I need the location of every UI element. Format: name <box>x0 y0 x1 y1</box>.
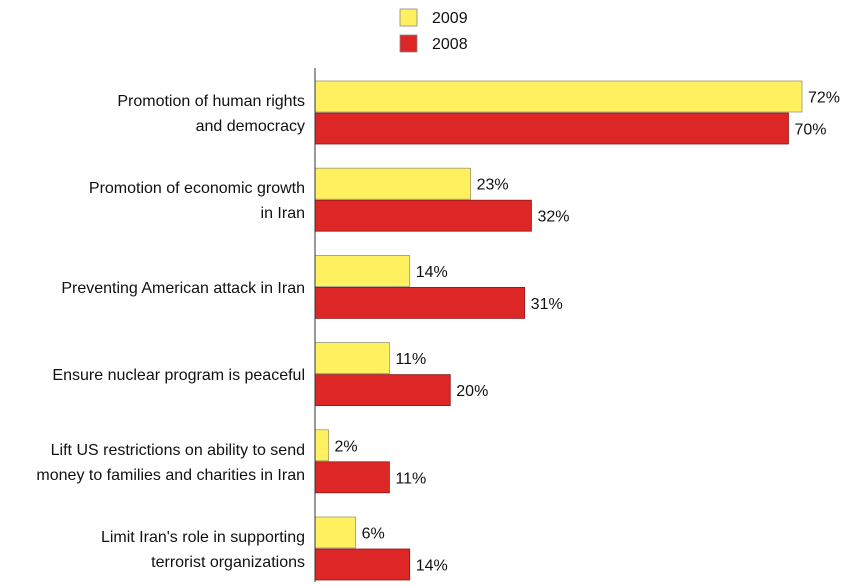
bar-2008 <box>314 286 526 319</box>
value-label-2008: 11% <box>395 470 426 487</box>
bar-2008 <box>314 548 411 581</box>
bar-2008 <box>314 374 451 407</box>
value-label-2009: 14% <box>416 264 448 281</box>
value-label-2008: 20% <box>456 383 488 400</box>
legend-label-2008: 2008 <box>432 36 468 53</box>
category-label: Promotion of economic growth in Iran <box>89 180 305 222</box>
value-label-2009: 72% <box>808 90 840 107</box>
bar-2009 <box>314 516 356 549</box>
legend-swatch-2008 <box>399 34 418 53</box>
legend-swatch-2009 <box>399 8 418 27</box>
legend: 2009 2008 <box>399 8 468 53</box>
bar-2008 <box>314 461 390 494</box>
category-label: Lift US restrictions on ability to send m… <box>36 442 305 484</box>
bars-layer <box>314 80 803 581</box>
bar-2009 <box>314 167 471 200</box>
bar-2009 <box>314 80 803 113</box>
category-label: Ensure nuclear program is peaceful <box>52 367 305 384</box>
bar-2009 <box>314 342 390 375</box>
value-label-2008: 14% <box>416 558 448 575</box>
bar-2008 <box>314 199 532 232</box>
category-labels: Promotion of human rights and democracy Pr… <box>36 93 305 571</box>
value-label-2009: 11% <box>395 351 426 368</box>
bar-2008 <box>314 112 789 145</box>
value-label-2008: 32% <box>537 209 569 226</box>
value-label-2009: 23% <box>477 177 509 194</box>
value-label-2009: 2% <box>335 438 358 455</box>
value-labels: 72% 70% 23% 32% 14% 31% 11% 20% 2% 11% 6% 14% <box>335 90 841 575</box>
value-label-2008: 31% <box>531 296 563 313</box>
bar-2009 <box>314 254 411 287</box>
legend-label-2009: 2009 <box>432 10 468 27</box>
value-label-2009: 6% <box>362 526 385 543</box>
category-label: Promotion of human rights and democracy <box>117 93 305 135</box>
value-label-2008: 70% <box>794 122 826 139</box>
category-label: Limit Iran's role in supporting terrorist… <box>101 529 305 571</box>
bar-2009 <box>314 429 329 462</box>
category-label: Preventing American attack in Iran <box>61 280 305 297</box>
